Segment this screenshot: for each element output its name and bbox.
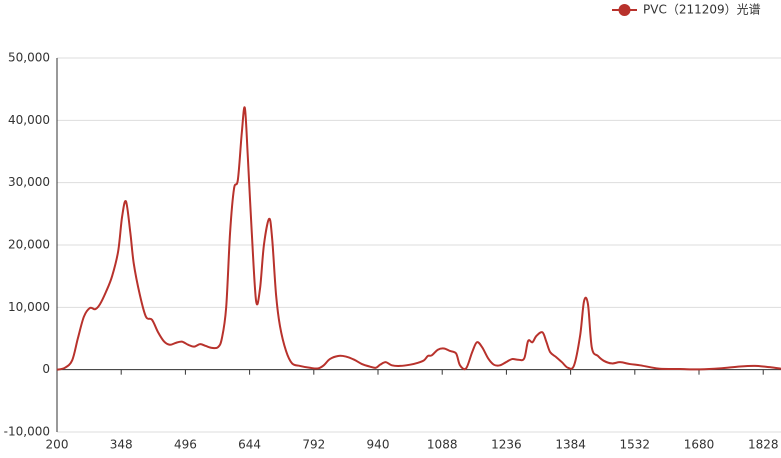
x-tick-label: 200 bbox=[46, 438, 69, 452]
x-tick-label: 1680 bbox=[684, 438, 715, 452]
x-tick-label: 1384 bbox=[555, 438, 586, 452]
x-tick-label: 644 bbox=[238, 438, 261, 452]
y-tick-label: 10,000 bbox=[8, 300, 50, 314]
x-tick-label: 792 bbox=[302, 438, 325, 452]
y-tick-label: 30,000 bbox=[8, 175, 50, 189]
legend-label: PVC（211209）光谱 bbox=[643, 3, 761, 17]
y-tick-label: 20,000 bbox=[8, 238, 50, 252]
legend-marker bbox=[618, 4, 631, 16]
x-tick-label: 496 bbox=[174, 438, 197, 452]
x-tick-label: 1828 bbox=[748, 438, 779, 452]
y-tick-label: 40,000 bbox=[8, 113, 50, 127]
line bbox=[56, 106, 781, 371]
x-tick-label: 1088 bbox=[427, 438, 458, 452]
x-tick-label: 348 bbox=[110, 438, 133, 452]
x-tick-label: 1236 bbox=[491, 438, 522, 452]
x-tick-label: 1532 bbox=[620, 438, 651, 452]
y-tick-label: 50,000 bbox=[8, 51, 50, 65]
y-tick-label: -10,000 bbox=[4, 425, 50, 439]
y-tick-label: 0 bbox=[42, 362, 50, 376]
x-tick-label: 940 bbox=[367, 438, 390, 452]
